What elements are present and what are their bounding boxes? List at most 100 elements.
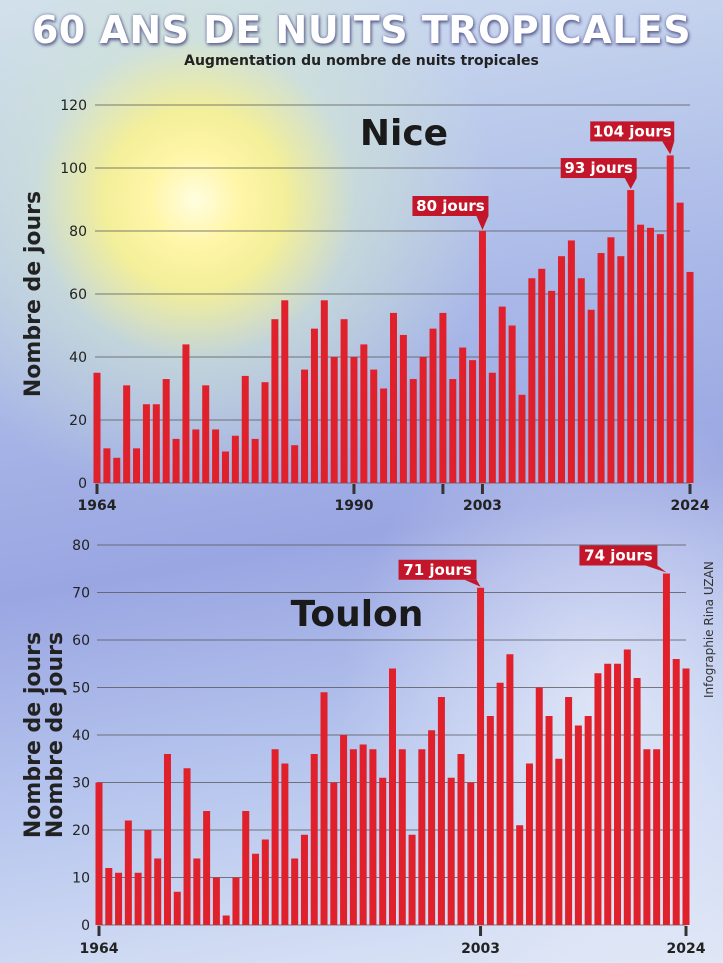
bar — [202, 385, 210, 483]
callout-box — [579, 545, 658, 566]
y-tick-label: 60 — [69, 287, 87, 303]
callout-label: 80 jours — [416, 197, 485, 215]
y-tick-label: 20 — [69, 413, 87, 429]
bar — [623, 649, 631, 925]
x-tick-label: 2003 — [461, 941, 500, 957]
callout-pointer — [662, 141, 675, 155]
page-title: 60 ANS DE NUITS TROPICALES — [31, 8, 692, 52]
bar — [409, 379, 417, 483]
bar — [597, 253, 605, 483]
bar — [594, 673, 602, 925]
bar — [577, 278, 585, 483]
bar — [113, 457, 121, 483]
bar — [477, 587, 485, 925]
callout-label: 104 jours — [593, 122, 672, 140]
x-tick-mark — [688, 484, 692, 494]
bar — [379, 777, 387, 925]
y-axis-label: Nombre de jours — [21, 191, 46, 397]
bar — [607, 237, 615, 483]
bar — [320, 300, 328, 483]
x-tick-mark — [441, 484, 445, 494]
bar — [498, 306, 506, 483]
chart-title: Toulon — [291, 594, 424, 635]
bar — [124, 820, 132, 925]
bar — [310, 754, 318, 925]
bar — [320, 692, 328, 925]
callout-box — [560, 158, 637, 179]
bar — [301, 369, 309, 483]
bar — [429, 328, 437, 483]
bar — [93, 372, 101, 483]
bar — [252, 853, 260, 925]
y-tick-label: 0 — [81, 918, 90, 934]
callout-pointer — [624, 178, 637, 190]
callout-pointer — [464, 579, 481, 587]
bar — [496, 682, 504, 925]
bar — [163, 754, 171, 925]
bar — [548, 290, 556, 483]
bar — [154, 858, 162, 925]
x-tick-label: 1964 — [78, 498, 117, 514]
callout-box — [590, 121, 675, 142]
bar — [418, 749, 426, 925]
bar — [123, 385, 131, 483]
bar — [212, 877, 220, 925]
bar — [222, 915, 230, 925]
y-axis-label-repeat: Nombre de jours — [43, 632, 68, 838]
bar — [103, 448, 111, 483]
y-tick-label: 80 — [69, 224, 87, 240]
bar — [242, 811, 250, 925]
bar — [291, 858, 299, 925]
x-tick-mark — [479, 926, 483, 936]
x-tick-label: 1964 — [80, 941, 119, 957]
bar — [231, 435, 239, 483]
bar — [439, 312, 447, 483]
bar — [330, 782, 338, 925]
callout-box — [412, 196, 489, 216]
bar — [173, 891, 181, 925]
bar — [469, 360, 477, 483]
y-axis-label: Nombre de jours — [21, 632, 46, 838]
bar — [617, 256, 625, 483]
bar — [340, 319, 348, 483]
bar — [281, 763, 289, 925]
bar — [221, 451, 229, 483]
callout-label: 93 jours — [564, 159, 633, 177]
bar — [467, 782, 475, 925]
bar — [193, 858, 201, 925]
bar — [506, 654, 514, 925]
bar — [105, 868, 113, 925]
y-tick-label: 40 — [72, 728, 90, 744]
bar — [428, 730, 436, 925]
bar — [360, 344, 368, 483]
bar — [380, 388, 388, 483]
bar — [604, 663, 612, 925]
bar — [399, 334, 407, 483]
x-tick-mark — [97, 926, 101, 936]
bar — [271, 319, 279, 483]
bar — [535, 687, 543, 925]
bar — [291, 445, 299, 483]
bar — [676, 202, 684, 483]
callout-label: 71 jours — [403, 561, 472, 579]
bar — [142, 404, 150, 483]
header: 60 ANS DE NUITS TROPICALES Augmentation … — [0, 0, 723, 80]
bar — [528, 278, 536, 483]
y-tick-label: 100 — [60, 161, 87, 177]
bar — [369, 749, 377, 925]
bar — [508, 325, 516, 483]
x-tick-label: 2024 — [667, 941, 706, 957]
bar — [516, 825, 524, 925]
bar — [232, 877, 240, 925]
bar — [172, 438, 180, 483]
bar — [390, 312, 397, 483]
y-tick-label: 70 — [72, 586, 90, 602]
bar — [350, 357, 358, 483]
bar — [192, 429, 200, 483]
bar — [182, 344, 190, 483]
bar — [212, 429, 220, 483]
callout-pointer — [476, 216, 489, 230]
bar — [643, 749, 651, 925]
bar — [419, 357, 427, 483]
bar — [437, 697, 445, 925]
